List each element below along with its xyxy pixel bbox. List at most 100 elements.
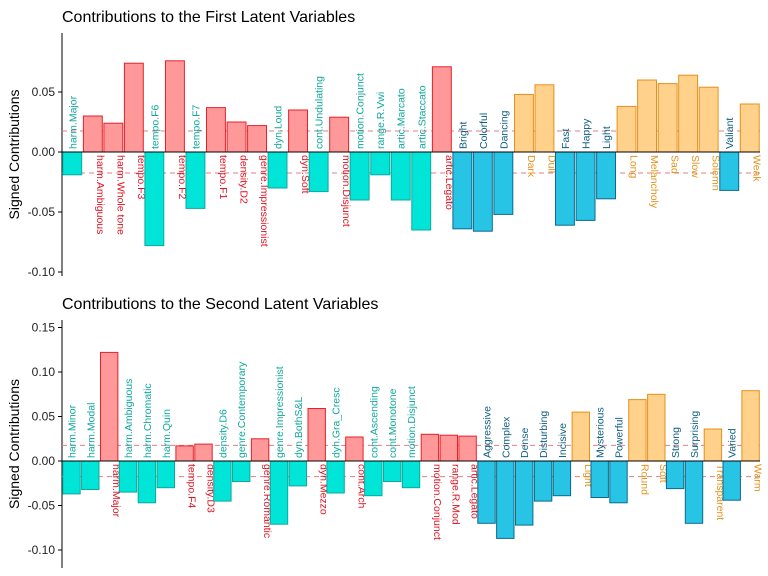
y-tick-label: 0.10: [32, 365, 56, 379]
bar: [232, 460, 251, 482]
bar: [81, 460, 100, 490]
bar: [194, 443, 213, 462]
bar: [575, 151, 596, 221]
bar: [383, 460, 402, 482]
category-label: motion.Conjunct: [431, 464, 443, 540]
bar: [156, 460, 176, 489]
category-label: Dancing: [498, 110, 510, 149]
bar: [628, 399, 647, 462]
category-label: Sad: [669, 155, 681, 174]
y-axis-label: Signed Contributions: [6, 379, 22, 509]
y-tick-label: 0.05: [32, 85, 56, 99]
bar: [307, 408, 326, 462]
bar: [616, 105, 637, 153]
y-tick-label: -0.05: [28, 205, 56, 219]
category-label: range.R.Vwi: [375, 92, 387, 149]
category-label: cont.Ascending: [368, 386, 380, 458]
y-tick-label: -0.10: [28, 543, 56, 557]
category-label: Dense: [519, 427, 531, 458]
y-tick-label: 0.05: [32, 410, 56, 424]
chart-title: Contributions to the Second Latent Varia…: [62, 296, 378, 313]
category-label: artic.Marcato: [396, 88, 408, 149]
category-label: harm.Ambiguous: [94, 155, 106, 234]
bar: [82, 115, 103, 153]
bar: [741, 390, 760, 462]
bar: [118, 460, 138, 493]
category-label: motion.Disjunct: [406, 386, 418, 458]
bar: [452, 151, 473, 230]
bar: [420, 433, 440, 462]
category-label: tempo.F3: [135, 155, 147, 200]
bar: [496, 460, 515, 539]
category-label: density.D2: [238, 155, 250, 204]
bar: [288, 109, 309, 153]
category-label: Surprising: [689, 411, 701, 458]
bar: [596, 151, 616, 200]
bar: [326, 460, 345, 494]
bar: [431, 66, 452, 153]
bar: [247, 125, 268, 153]
category-label: Valiant: [724, 118, 736, 149]
category-label: tempo.F1: [217, 155, 229, 200]
y-tick-label: 0.00: [32, 454, 56, 468]
bar: [637, 79, 657, 153]
bar: [329, 116, 350, 153]
bar: [390, 151, 411, 201]
chart-panel-2: Contributions to the Second Latent Varia…: [6, 296, 764, 568]
bar: [458, 435, 477, 462]
bar: [590, 460, 609, 498]
bar: [719, 151, 740, 191]
category-label: harm.Major: [67, 95, 79, 149]
bar: [206, 107, 226, 153]
y-tick-label: 0.15: [32, 321, 56, 335]
category-label: cont.Monotone: [387, 388, 399, 458]
category-label: genre.Impressionist: [274, 366, 286, 458]
category-label: dyn.BothS&L: [293, 397, 305, 458]
category-label: Dark: [525, 155, 537, 178]
category-label: Warm: [752, 464, 764, 492]
bar: [514, 93, 534, 153]
category-label: Long: [628, 155, 640, 179]
category-label: Bright: [457, 121, 469, 149]
bar: [534, 84, 555, 153]
category-label: harm.Modal: [85, 403, 97, 458]
bar: [684, 460, 704, 524]
bar: [665, 460, 685, 490]
bar: [609, 460, 628, 504]
bar: [739, 103, 760, 153]
category-label: harm.Chromatic: [142, 383, 154, 458]
category-label: Colorful: [478, 113, 490, 149]
bar: [703, 428, 723, 462]
bar: [308, 151, 329, 193]
bar: [100, 351, 119, 462]
bar: [477, 460, 496, 524]
bar: [226, 121, 247, 153]
bar: [288, 460, 308, 487]
bar: [269, 460, 289, 525]
category-label: genre.Impressionist: [258, 155, 270, 247]
y-tick-label: -0.05: [28, 499, 56, 513]
category-label: motion.Disjunct: [340, 155, 352, 227]
bar: [571, 411, 590, 462]
bar: [144, 151, 165, 247]
bar: [137, 460, 157, 504]
bar: [364, 460, 383, 497]
category-label: Weak: [751, 155, 763, 182]
category-label: harm.Minor: [66, 404, 78, 458]
category-label: dyn.Loud: [273, 106, 285, 149]
bar: [555, 151, 575, 226]
bar: [165, 60, 185, 153]
category-label: density.D6: [217, 409, 229, 458]
category-label: artic.Legato: [443, 155, 455, 210]
category-label: Mysterious: [595, 407, 607, 458]
bar: [439, 434, 459, 462]
category-label: Slow: [689, 155, 701, 178]
y-tick-label: -0.10: [28, 265, 56, 279]
bar: [533, 460, 553, 502]
category-label: Disturbing: [538, 411, 550, 458]
category-label: tempo.F4: [186, 464, 198, 509]
chart-panel-1: Contributions to the First Latent Variab…: [6, 9, 763, 279]
bar: [185, 151, 206, 209]
category-label: Light: [601, 126, 613, 149]
